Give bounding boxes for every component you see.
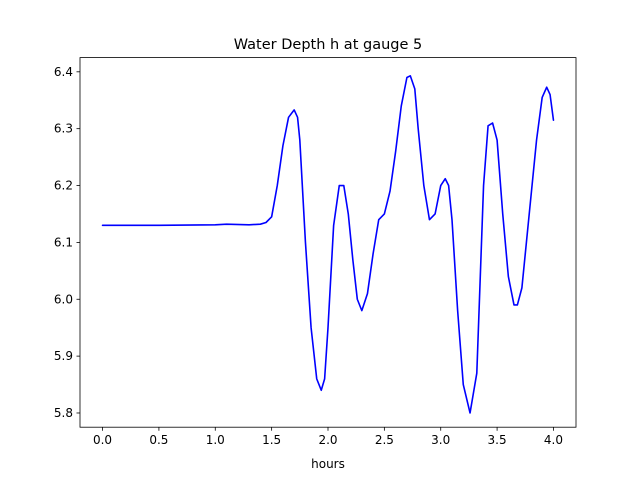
- x-tick-label: 1.0: [206, 433, 225, 447]
- y-axis-ticks: 5.8 5.9 6.0 6.1 6.2 6.3 6.4: [54, 65, 80, 420]
- y-tick-label: 5.9: [54, 349, 73, 363]
- y-tick-label: 6.3: [54, 122, 73, 136]
- x-tick-label: 3.0: [431, 433, 450, 447]
- x-tick-label: 2.5: [375, 433, 394, 447]
- x-axis-label: hours: [311, 457, 345, 471]
- x-tick-label: 2.0: [318, 433, 337, 447]
- y-tick-label: 6.4: [54, 65, 73, 79]
- y-tick-label: 6.0: [54, 292, 73, 306]
- x-tick-label: 0.0: [93, 433, 112, 447]
- chart-title: Water Depth h at gauge 5: [234, 37, 422, 53]
- y-tick-label: 6.2: [54, 179, 73, 193]
- x-tick-label: 1.5: [262, 433, 281, 447]
- plot-frame: [79, 57, 577, 428]
- y-tick-label: 6.1: [54, 235, 73, 249]
- y-tick-label: 5.8: [54, 406, 73, 420]
- x-tick-label: 0.5: [149, 433, 168, 447]
- water-depth-series-line: [101, 75, 555, 414]
- x-axis-ticks: 0.0 0.5 1.0 1.5 2.0 2.5 3.0 3.5 4.0: [93, 427, 563, 447]
- x-tick-label: 4.0: [544, 433, 563, 447]
- x-tick-label: 3.5: [488, 433, 507, 447]
